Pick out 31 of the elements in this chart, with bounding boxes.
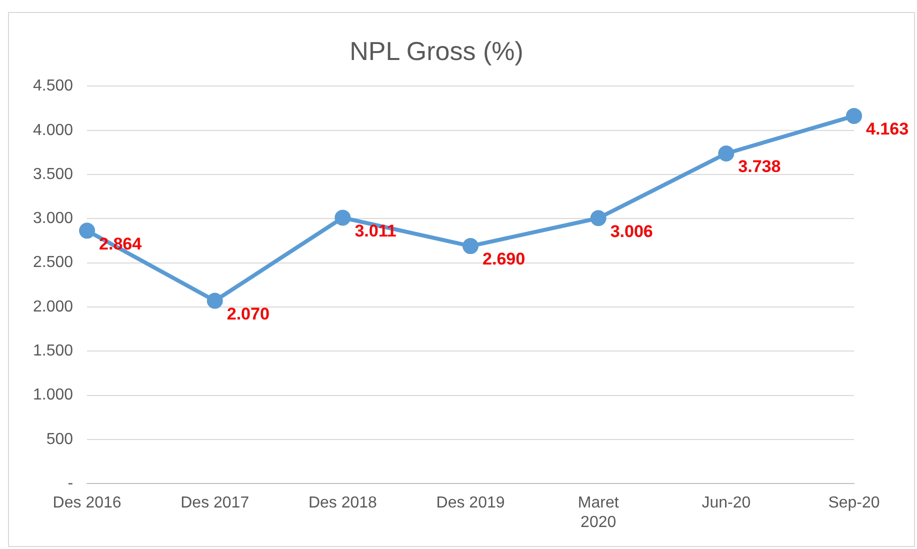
x-tick-label: Des 2018 xyxy=(308,494,378,512)
x-tick-label: Des 2017 xyxy=(180,494,250,512)
x-tick-label: Maret 2020 xyxy=(578,494,620,531)
x-tick-label: Jun-20 xyxy=(702,494,751,512)
y-tick-label: 1.000 xyxy=(32,386,74,404)
chart-title: NPL Gross (%) xyxy=(350,36,524,66)
point xyxy=(206,292,223,309)
data-label: 2.070 xyxy=(226,304,270,324)
y-tick-label: 3.000 xyxy=(32,210,74,228)
x-tick-label: Des 2019 xyxy=(436,494,505,512)
y-tick-label: 4.500 xyxy=(32,78,74,95)
data-label: 3.006 xyxy=(610,222,653,241)
x-tick-label: Sep-20 xyxy=(828,494,880,512)
y-tick-label: 4.000 xyxy=(32,122,74,139)
point xyxy=(79,222,96,239)
data-label: 3.011 xyxy=(354,221,396,240)
point xyxy=(462,238,479,254)
point xyxy=(590,210,606,226)
y-tick-label: - xyxy=(68,475,74,492)
y-tick-label: 2.500 xyxy=(32,254,74,272)
y-tick-label: 3.500 xyxy=(32,166,74,183)
data-label: 3.738 xyxy=(738,157,781,176)
y-tick-label: 1.500 xyxy=(32,342,74,360)
x-tick-label: Des 2016 xyxy=(52,494,122,512)
data-label: 2.690 xyxy=(482,250,526,269)
data-label: 4.163 xyxy=(866,120,909,139)
point xyxy=(334,210,351,226)
point xyxy=(718,145,734,162)
point xyxy=(846,108,862,124)
y-tick-label: 2.000 xyxy=(32,298,74,316)
y-tick-label: 500 xyxy=(46,430,74,448)
